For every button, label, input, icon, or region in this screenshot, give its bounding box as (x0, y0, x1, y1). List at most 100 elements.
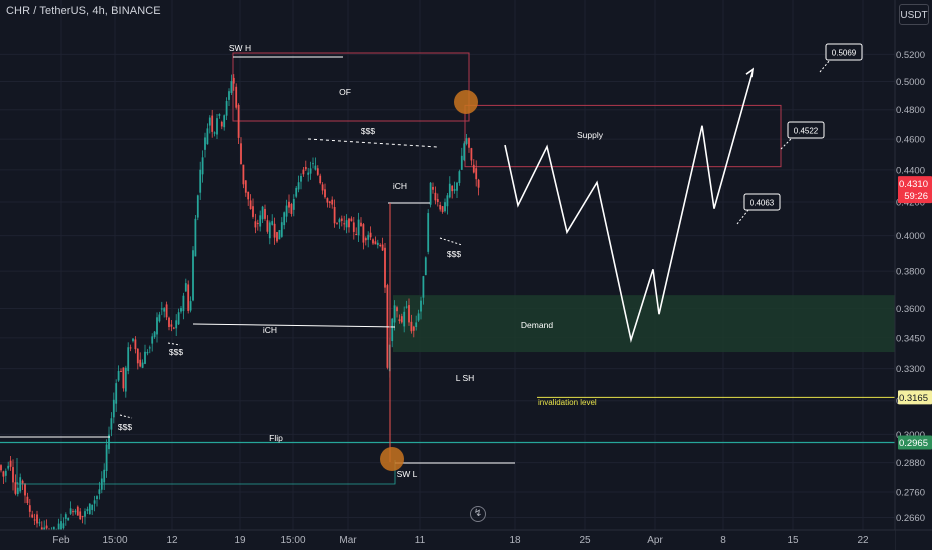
candle-body (180, 308, 182, 312)
candle-body (2, 471, 5, 477)
candle (146, 349, 149, 356)
candle-body (213, 132, 216, 134)
candle-body (374, 241, 377, 245)
candle-body (127, 347, 130, 371)
annotation-label: Demand (521, 320, 553, 330)
annotation-label: $$$ (361, 126, 375, 136)
annotation-label: L SH (456, 373, 475, 383)
candle (374, 236, 377, 245)
candle (372, 238, 374, 245)
candle (345, 214, 348, 234)
candle (79, 508, 82, 521)
candle-body (177, 312, 180, 325)
candle (223, 114, 226, 131)
candle (381, 237, 384, 252)
candle (321, 182, 324, 195)
time-tick-label: Apr (647, 535, 663, 546)
last-price-bg (898, 176, 932, 204)
candle (393, 300, 396, 331)
price-tick-label: 0.3600 (896, 304, 925, 315)
candle (139, 352, 142, 368)
candle (412, 325, 415, 338)
symbol-title[interactable]: CHR / TetherUS, 4h, BINANCE (6, 5, 161, 17)
candle-body (120, 371, 122, 373)
candle-body (283, 212, 286, 226)
candle-body (285, 205, 288, 217)
candle (319, 173, 322, 185)
annotation-label: $$$ (447, 249, 461, 259)
candle-body (24, 483, 26, 496)
candle (110, 412, 113, 437)
candle (357, 212, 360, 243)
candle (100, 471, 103, 494)
candle-body (132, 338, 134, 342)
callout-value: 0.4063 (750, 199, 775, 208)
candle (148, 345, 151, 354)
candle-body (79, 511, 82, 520)
candle (247, 191, 250, 206)
candle-body (153, 331, 156, 338)
candle-body (28, 505, 31, 512)
candle (448, 176, 451, 199)
candle-body (182, 295, 185, 312)
candle-body (216, 118, 218, 135)
candle (252, 198, 254, 219)
candle-body (57, 523, 60, 530)
candle (458, 169, 461, 186)
candle-body (432, 186, 434, 190)
candle (184, 278, 187, 292)
candle (369, 226, 372, 241)
candle (472, 159, 475, 174)
candle (384, 242, 386, 293)
candle (244, 180, 247, 197)
candle-body (393, 305, 396, 323)
candle-body (240, 143, 242, 165)
candle-body (33, 519, 36, 521)
time-tick-label: Mar (339, 535, 357, 546)
candle (132, 338, 134, 343)
price-tick-label: 0.4400 (896, 165, 925, 176)
lightning-icon[interactable]: ↯ (470, 506, 486, 522)
candle (256, 219, 259, 231)
candle-body (40, 527, 43, 531)
candle-body (460, 155, 463, 170)
candle-body (456, 182, 458, 191)
callout-leader (819, 59, 831, 73)
candle-body (189, 301, 192, 311)
candle (206, 123, 209, 145)
candle (26, 492, 29, 505)
candle-body (475, 168, 478, 180)
highlight-circle-high (454, 90, 478, 114)
candle-body (266, 220, 269, 232)
candle (432, 182, 434, 194)
price-axis-background (895, 0, 932, 550)
candle (216, 114, 218, 139)
candle (410, 314, 413, 334)
candle (117, 365, 120, 382)
candle-body (290, 203, 293, 214)
candle (115, 379, 118, 412)
candle-body (187, 284, 190, 311)
candle-body (165, 304, 168, 318)
candle-body (326, 198, 329, 203)
candle-body (105, 444, 108, 472)
candle-body (242, 164, 245, 185)
candle-body (230, 81, 233, 93)
candle (7, 461, 10, 471)
candle (415, 315, 418, 331)
candle-body (376, 242, 379, 246)
currency-button[interactable]: USDT (899, 4, 929, 25)
target-callout: 0.4522 (780, 121, 825, 150)
candle (76, 505, 79, 516)
candle-body (9, 460, 12, 467)
candle-body (436, 199, 439, 203)
time-tick-label: 18 (509, 535, 521, 546)
candle (424, 256, 427, 276)
candle-body (64, 514, 67, 519)
candle-body (168, 317, 170, 328)
supply-zone (464, 104, 782, 168)
chart-grid (0, 0, 895, 530)
candle (429, 181, 432, 208)
candle (249, 194, 252, 210)
